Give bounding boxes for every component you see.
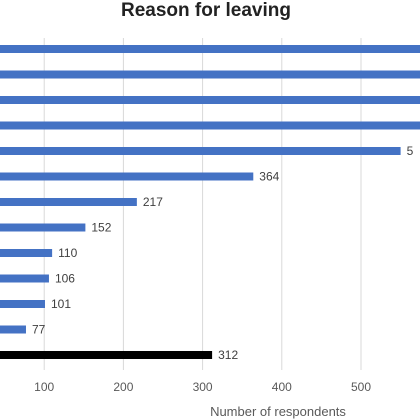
bar <box>0 45 420 53</box>
x-tick-label: 500 <box>351 380 371 394</box>
bar <box>0 198 137 206</box>
bar-value-label: 101 <box>51 297 71 311</box>
bar-value-label: 5 <box>407 144 414 158</box>
chart-title: Reason for leaving <box>121 0 291 21</box>
bar <box>0 96 420 104</box>
x-tick-label: 400 <box>272 380 292 394</box>
x-tick-label: 300 <box>193 380 213 394</box>
bar-value-label: 217 <box>143 195 163 209</box>
x-tick-label: 200 <box>113 380 133 394</box>
gridlines <box>43 38 362 370</box>
bar <box>0 274 49 283</box>
bar <box>0 249 53 257</box>
bar <box>0 147 401 155</box>
bar <box>0 70 420 79</box>
x-axis-label: Number of respondents <box>210 404 346 419</box>
bar <box>0 325 26 334</box>
bar-value-label: 77 <box>32 323 46 337</box>
bar <box>0 172 254 181</box>
bar-value-label: 364 <box>259 170 279 184</box>
bar-value-label: 312 <box>218 348 238 362</box>
bars <box>0 45 420 359</box>
x-tick-label: 100 <box>34 380 54 394</box>
bar <box>0 223 86 232</box>
bar-value-label: 110 <box>58 246 77 260</box>
data-labels: 5 364 217 152 110 106 101 77 312 <box>32 144 414 362</box>
bar-highlight <box>0 351 213 359</box>
bar <box>0 121 420 130</box>
bar <box>0 300 45 308</box>
x-axis-ticks: 100 200 300 400 500 <box>34 380 371 394</box>
bar-value-label: 152 <box>91 221 111 235</box>
bar-value-label: 106 <box>55 272 75 286</box>
